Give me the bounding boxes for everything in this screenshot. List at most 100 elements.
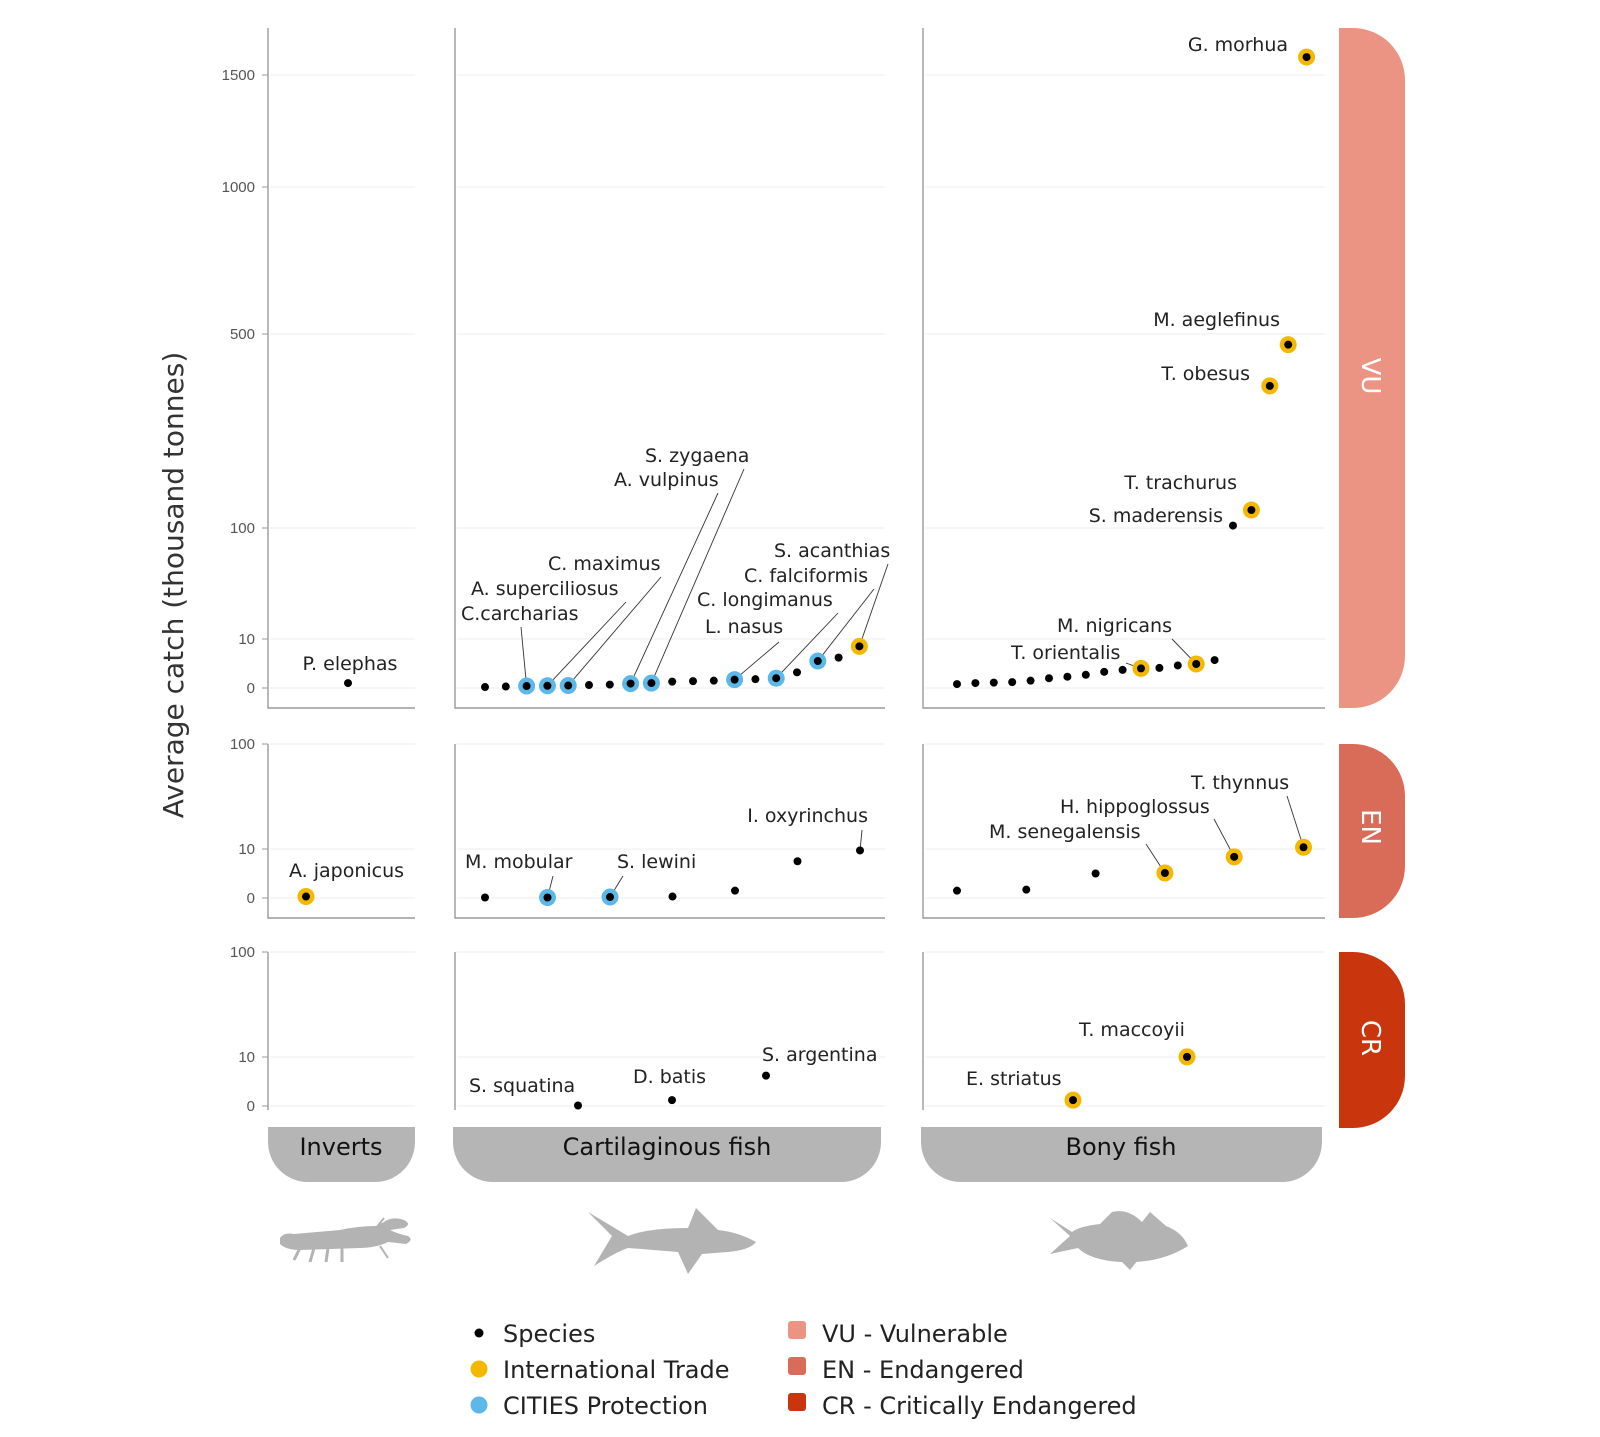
fish-icon bbox=[1050, 1211, 1188, 1270]
legend-species-marker bbox=[474, 1328, 484, 1338]
vu-cartilaginous-point bbox=[501, 682, 510, 691]
legend-en-label: EN - Endangered bbox=[822, 1356, 1024, 1384]
vu-tick-label: 10 bbox=[238, 631, 255, 648]
vu-bony-point bbox=[1229, 521, 1237, 530]
vu-cartilaginous-point bbox=[751, 675, 760, 684]
legend-trade-marker bbox=[470, 1360, 488, 1378]
species-label: S. zygaena bbox=[645, 445, 749, 467]
species-label: S. squatina bbox=[469, 1075, 575, 1097]
vu-inverts-point bbox=[344, 679, 352, 688]
vu-cartilaginous-point bbox=[855, 642, 864, 651]
vu-tick-label: 100 bbox=[230, 520, 255, 537]
vu-cartilaginous-point bbox=[689, 677, 697, 686]
vu-cartilaginous-point bbox=[813, 657, 822, 666]
legend-cites-label: CITIES Protection bbox=[503, 1392, 708, 1420]
en-tick-label: 100 bbox=[230, 736, 255, 753]
species-label: H. hippoglossus bbox=[1060, 796, 1210, 818]
vu-bony-point bbox=[1063, 672, 1072, 681]
en-status-label: EN bbox=[1355, 809, 1385, 845]
species-label: T. orientalis bbox=[1010, 642, 1120, 664]
species-label: T. maccoyii bbox=[1078, 1019, 1185, 1041]
vu-bony-point bbox=[1045, 674, 1053, 683]
en-bony-axis bbox=[922, 744, 1325, 919]
label-leader-lines bbox=[520, 468, 1304, 898]
leader-line bbox=[775, 612, 839, 679]
vu-cartilaginous-point bbox=[543, 681, 552, 690]
cartilaginous-category-label: Cartilaginous fish bbox=[563, 1133, 772, 1161]
vu-tick-label: 1000 bbox=[222, 179, 255, 196]
species-label: A. japonicus bbox=[289, 860, 404, 882]
vu-tick-label: 1500 bbox=[222, 67, 255, 84]
species-label: C. longimanus bbox=[697, 589, 833, 611]
species-labels: P. elephas C.carcharias A. superciliosus C.… bbox=[289, 34, 1289, 1097]
legend-species-label: Species bbox=[503, 1320, 595, 1348]
cr-status-tab bbox=[1339, 952, 1405, 1128]
cr-cartilaginous-point bbox=[574, 1101, 582, 1110]
vu-bony-point bbox=[1118, 665, 1127, 674]
cr-tick-label: 10 bbox=[238, 1049, 255, 1066]
vu-cartilaginous-point bbox=[834, 653, 843, 662]
en-inverts-point bbox=[302, 892, 310, 901]
vu-bony-point bbox=[1155, 663, 1164, 672]
en-cartilaginous-point bbox=[481, 893, 489, 902]
cartilaginous-category-band bbox=[453, 1127, 881, 1182]
species-label: A. vulpinus bbox=[614, 469, 719, 491]
species-label: C. maximus bbox=[548, 553, 660, 575]
cr-bony-point bbox=[1183, 1052, 1191, 1061]
vu-cartilaginous-point bbox=[605, 680, 614, 689]
species-label: S. acanthias bbox=[774, 540, 890, 562]
vu-bony-point bbox=[1265, 381, 1274, 390]
species-label: A. superciliosus bbox=[471, 578, 619, 600]
species-label: T. obesus bbox=[1160, 363, 1250, 385]
leader-line bbox=[817, 588, 875, 662]
species-label: M. nigricans bbox=[1057, 615, 1172, 637]
vu-cartilaginous-point bbox=[522, 682, 531, 691]
vu-bony-point bbox=[1247, 506, 1256, 515]
species-label: M. aeglefinus bbox=[1153, 309, 1280, 331]
vu-bony-point bbox=[1008, 678, 1017, 687]
inverts-category-band bbox=[268, 1127, 415, 1182]
en-tick-label: 10 bbox=[238, 841, 255, 858]
vu-bony-axis bbox=[922, 28, 1325, 709]
vu-bony-point bbox=[1284, 340, 1293, 349]
legend: Species International Trade CITIES Prote… bbox=[470, 1320, 1137, 1420]
legend-cites-marker bbox=[470, 1396, 488, 1414]
vu-bony-point bbox=[953, 680, 961, 689]
en-bony-point bbox=[1091, 869, 1100, 878]
vu-bony-point bbox=[1302, 53, 1311, 62]
bony-category-band bbox=[921, 1127, 1322, 1182]
vu-bony-point bbox=[1026, 676, 1035, 685]
vu-bony-point bbox=[1192, 659, 1201, 668]
vu-cartilaginous-point bbox=[668, 677, 677, 686]
en-cartilaginous-point bbox=[543, 893, 552, 902]
vu-bony-point bbox=[1100, 667, 1109, 676]
cr-status-label: CR bbox=[1355, 1020, 1385, 1056]
species-label: S. lewini bbox=[617, 851, 696, 873]
legend-en-swatch bbox=[788, 1357, 806, 1375]
en-cartilaginous-point bbox=[856, 846, 864, 855]
leader-line bbox=[547, 601, 627, 687]
legend-cr-label: CR - Critically Endangered bbox=[822, 1392, 1137, 1420]
vu-bony-point bbox=[989, 678, 998, 687]
en-bony-point bbox=[1160, 869, 1169, 878]
species-label: G. morhua bbox=[1188, 34, 1288, 56]
vu-cartilaginous-point bbox=[709, 676, 718, 685]
species-label: C.carcharias bbox=[461, 603, 579, 625]
vu-bony-point bbox=[971, 679, 980, 688]
species-label: M. mobular bbox=[465, 851, 573, 873]
legend-trade-label: International Trade bbox=[503, 1356, 730, 1384]
species-label: P. elephas bbox=[303, 653, 398, 675]
en-inverts-axis bbox=[267, 744, 415, 919]
lobster-icon bbox=[280, 1217, 411, 1263]
vu-cartilaginous-point bbox=[772, 674, 781, 683]
cr-tick-label: 100 bbox=[230, 944, 255, 961]
en-bony-point bbox=[1022, 885, 1031, 894]
en-bony-point bbox=[1299, 843, 1308, 852]
cr-bony-point bbox=[1069, 1096, 1077, 1105]
species-label: T. trachurus bbox=[1123, 472, 1237, 494]
en-cartilaginous-point bbox=[793, 857, 802, 866]
legend-cr-swatch bbox=[788, 1393, 806, 1411]
leader-line bbox=[520, 626, 528, 687]
vu-tick-label: 500 bbox=[230, 326, 255, 343]
